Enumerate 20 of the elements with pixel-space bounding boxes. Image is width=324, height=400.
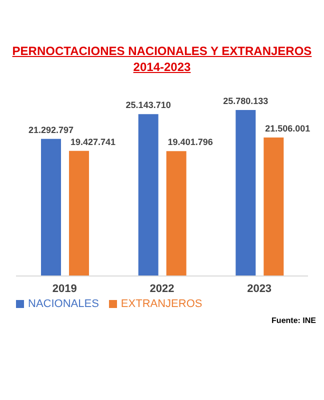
legend-label: EXTRANJEROS [120, 298, 202, 310]
chart-title: PERNOCTACIONES NACIONALES Y EXTRANJEROS [11, 44, 313, 58]
data-label: 25.143.710 [126, 100, 171, 110]
bar [41, 138, 61, 276]
bar [166, 151, 186, 276]
data-label: 19.427.741 [70, 136, 116, 147]
data-label: 25.780.133 [223, 96, 268, 106]
legend-label: NACIONALES [28, 298, 99, 310]
bar [264, 138, 284, 276]
x-tick-label: 2023 [247, 282, 272, 295]
data-label: 19.401.796 [168, 137, 213, 148]
x-tick-label: 2019 [52, 282, 77, 295]
bar [69, 150, 89, 276]
data-label: 21.292.797 [28, 124, 74, 135]
bar [236, 110, 256, 276]
source-note: Fuente: INE [270, 316, 316, 325]
x-tick-label: 2022 [150, 282, 174, 295]
chart-subtitle: 2014-2023 [132, 60, 192, 74]
data-label: 21.506.001 [265, 124, 310, 134]
bar [138, 114, 158, 276]
